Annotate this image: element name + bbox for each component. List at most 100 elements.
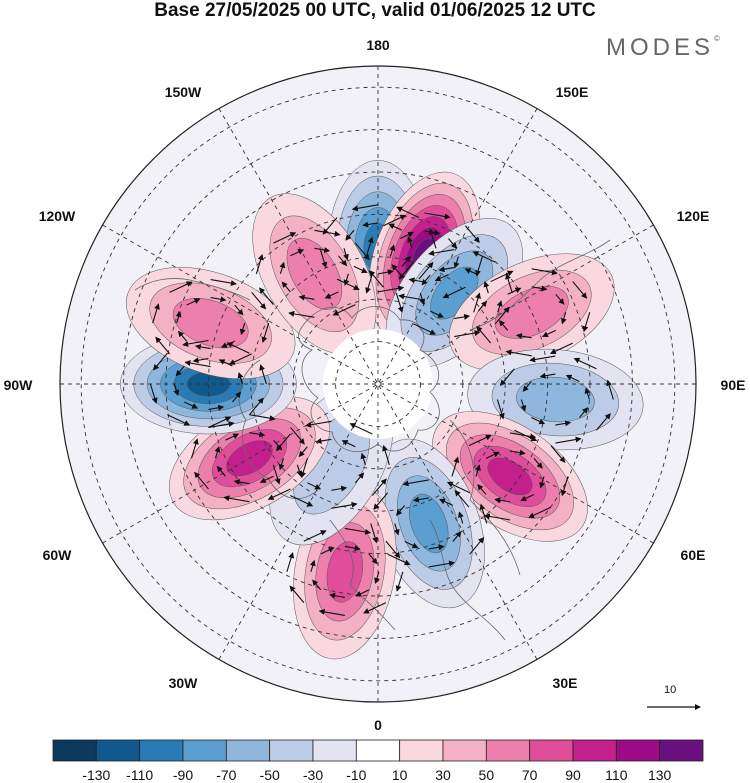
wind-arrow xyxy=(464,268,479,276)
wind-arrow xyxy=(448,238,458,249)
wind-arrow xyxy=(505,273,513,294)
wind-arrow xyxy=(331,485,348,492)
wind-vectors xyxy=(149,204,614,616)
wind-arrow xyxy=(343,248,349,261)
wind-arrow xyxy=(214,446,221,459)
wind-arrow xyxy=(475,464,481,477)
wind-arrow xyxy=(402,479,429,487)
wind-arrow xyxy=(573,357,597,370)
wind-arrow xyxy=(343,273,350,286)
wind-arrow xyxy=(249,414,276,422)
wind-arrow xyxy=(167,414,191,426)
wind-arrow xyxy=(434,274,449,282)
wind-arrow xyxy=(345,229,355,241)
lon-label-150w: 150W xyxy=(165,84,202,100)
wind-arrow xyxy=(298,294,315,301)
wind-arrow xyxy=(454,489,470,508)
wind-arrow xyxy=(439,498,454,506)
wind-arrow xyxy=(391,264,401,275)
wind-arrow xyxy=(584,387,591,400)
wind-arrow xyxy=(490,270,514,283)
wind-arrow xyxy=(395,571,404,592)
colorbar-swatch xyxy=(95,739,141,762)
colorbar-swatch xyxy=(355,739,401,762)
lon-label-30e: 30E xyxy=(553,675,578,691)
wind-arrow xyxy=(407,236,413,249)
wind-arrow xyxy=(368,553,378,565)
wind-arrow xyxy=(278,458,285,471)
colorbar-tick-label: 10 xyxy=(392,767,408,783)
wind-arrow xyxy=(365,273,373,294)
wind-arrow xyxy=(520,493,535,502)
wind-arrow xyxy=(509,449,526,456)
wind-arrow xyxy=(469,537,485,555)
wind-arrow xyxy=(400,231,415,239)
wind-arrow xyxy=(216,465,226,477)
colorbar-tick-label: -30 xyxy=(303,767,323,783)
wind-arrow xyxy=(194,343,211,350)
wind-arrow xyxy=(349,423,373,435)
wind-arrow xyxy=(208,404,225,411)
lon-label-90w: 90W xyxy=(4,377,34,393)
wind-arrow xyxy=(314,247,331,253)
wind-arrow xyxy=(210,279,237,287)
colorbar-swatch xyxy=(225,739,271,762)
wind-arrow xyxy=(430,310,445,318)
wind-arrow xyxy=(360,452,367,465)
wind-arrow xyxy=(428,249,455,256)
brand-text: MODES xyxy=(606,34,715,61)
colorbar-tick-label: 70 xyxy=(522,767,538,783)
wind-arrow xyxy=(353,265,368,273)
wind-arrow xyxy=(319,248,328,269)
wind-arrow xyxy=(398,261,414,280)
wind-arrow xyxy=(539,372,556,379)
colorbar-swatch xyxy=(269,739,314,762)
wind-arrow xyxy=(298,446,308,458)
wind-arrow xyxy=(182,339,209,347)
wind-arrow xyxy=(479,503,488,524)
wind-arrow xyxy=(477,484,487,495)
wind-arrow xyxy=(184,360,211,368)
colorbar-swatch xyxy=(615,739,661,762)
wind-arrow xyxy=(322,217,338,235)
wind-arrow xyxy=(371,478,387,496)
wind-arrow xyxy=(389,244,396,257)
anomaly-shading xyxy=(60,66,696,702)
wind-arrow xyxy=(477,300,488,312)
colorbar-tick-label: 130 xyxy=(648,767,672,783)
wind-arrow xyxy=(515,333,532,340)
colorbar-swatch xyxy=(442,739,487,762)
lon-label-30w: 30W xyxy=(169,675,199,691)
colorbar-swatch xyxy=(529,739,574,762)
wind-arrow xyxy=(550,445,566,463)
wind-arrow xyxy=(288,310,315,318)
wind-arrow xyxy=(377,285,405,293)
wind-arrow xyxy=(354,472,365,484)
wind-arrow xyxy=(223,495,250,503)
wind-arrow xyxy=(472,251,496,263)
wind-arrow xyxy=(365,236,374,257)
wind-arrow xyxy=(309,559,316,573)
wind-arrow xyxy=(344,527,372,535)
wind-arrow xyxy=(531,285,548,292)
wind-arrow xyxy=(509,432,537,440)
wind-arrow xyxy=(320,547,335,555)
wind-arrow xyxy=(186,298,201,306)
lon-label-180: 180 xyxy=(366,37,390,53)
wind-arrow xyxy=(259,475,274,483)
wind-arrow xyxy=(528,506,552,519)
lon-label-150e: 150E xyxy=(556,84,589,100)
wind-arrow xyxy=(315,438,332,444)
lon-label-120w: 120W xyxy=(39,208,76,224)
wind-arrow xyxy=(533,458,543,469)
wind-arrow xyxy=(428,544,445,551)
colorbar-tick-label: -50 xyxy=(260,767,280,783)
colorbar-tick-label: -90 xyxy=(173,767,193,783)
wind-arrow xyxy=(393,523,400,536)
colorbar-tick-label: -110 xyxy=(126,767,153,783)
wind-arrow xyxy=(507,287,522,295)
colorbar-swatch xyxy=(572,739,617,762)
wind-arrow xyxy=(226,342,250,354)
wind-arrow xyxy=(565,374,580,382)
wind-arrow xyxy=(234,304,244,316)
